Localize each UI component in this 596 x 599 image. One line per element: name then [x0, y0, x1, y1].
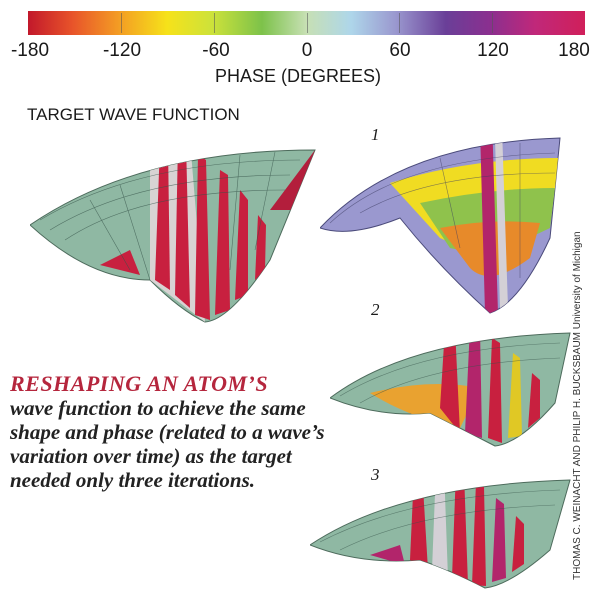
image-credit: THOMAS C. WEINACHT AND PHILIP H. BUCKSBA… — [572, 220, 588, 580]
tick-label-0: 0 — [301, 40, 313, 61]
iteration-2-wave-surface — [330, 332, 571, 447]
iteration-1-wave-surface — [320, 137, 561, 314]
image-credit-text: THOMAS C. WEINACHT AND PHILIP H. BUCKSBA… — [572, 231, 583, 580]
target-wave-surface — [30, 149, 316, 323]
tick-label-180: 180 — [558, 40, 590, 61]
colorbar-tick — [121, 13, 122, 33]
tick-label-60: 60 — [389, 40, 411, 61]
target-title: TARGET WAVE FUNCTION — [27, 105, 240, 124]
figure-caption: RESHAPING AN ATOM’S wave function to ach… — [10, 371, 350, 493]
colorbar-tick — [399, 13, 400, 33]
tick-label-neg120: -120 — [102, 40, 142, 61]
tick-label-120: 120 — [477, 40, 509, 61]
colorbar-tick — [492, 13, 493, 33]
tick-label-neg180: -180 — [10, 40, 50, 61]
tick-label-neg60: -60 — [202, 40, 230, 61]
colorbar-axis-title: PHASE (DEGREES) — [214, 66, 382, 86]
caption-body: wave function to achieve the same shape … — [10, 396, 325, 492]
caption-lead: RESHAPING AN ATOM’S — [10, 371, 269, 396]
iteration-label-1: 1 — [371, 125, 380, 144]
iteration-label-3: 3 — [371, 465, 380, 484]
colorbar-tick — [307, 13, 308, 33]
colorbar-tick — [214, 13, 215, 33]
iteration-3-wave-surface — [310, 479, 571, 589]
iteration-label-2: 2 — [371, 300, 380, 319]
